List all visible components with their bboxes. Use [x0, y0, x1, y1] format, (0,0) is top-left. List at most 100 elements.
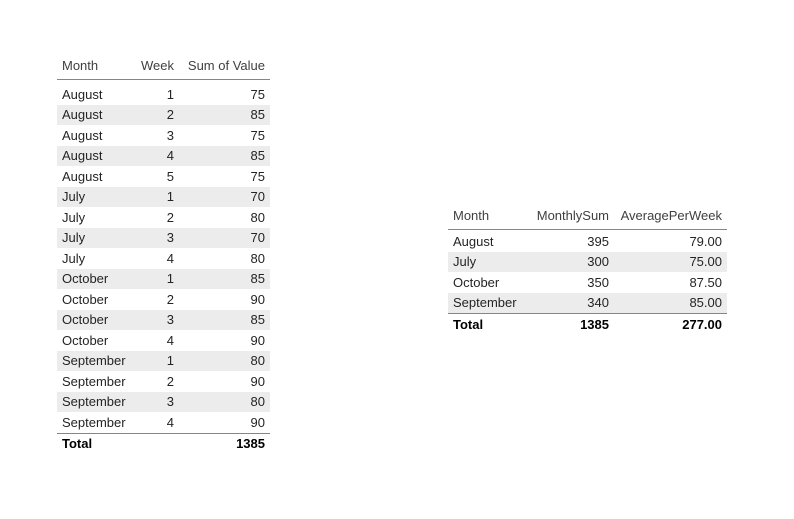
cell-month: September	[448, 292, 528, 314]
table-row[interactable]: July 300 75.00	[448, 251, 727, 272]
cell-monthly-sum: 300	[528, 251, 614, 272]
cell-month: July	[57, 227, 135, 248]
cell-value: 85	[179, 104, 270, 125]
cell-week: 4	[166, 414, 174, 430]
total-average-per-week: 277.00	[614, 313, 727, 334]
cell-month: October	[453, 274, 500, 290]
cell-week: 1	[166, 86, 174, 102]
table-row[interactable]: July 4 80	[57, 248, 270, 269]
cell-week: 3	[135, 227, 179, 248]
total-week	[135, 432, 179, 454]
cell-value: 80	[179, 350, 270, 371]
table-row[interactable]: October 2 90	[57, 289, 270, 310]
table-row[interactable]: August 3 75	[57, 125, 270, 146]
table-row[interactable]: August 2 85	[57, 104, 270, 125]
table-row[interactable]: August 5 75	[57, 166, 270, 187]
table-row[interactable]: October 4 90	[57, 330, 270, 351]
table-row[interactable]: August 1 75	[57, 84, 270, 105]
cell-week: 5	[166, 168, 174, 184]
table-header-row: Month Week Sum of Value	[57, 52, 270, 80]
table-row[interactable]: September 1 80	[57, 350, 270, 371]
table-total-row: Total 1385 277.00	[448, 313, 727, 334]
cell-average-per-week: 85.00	[614, 292, 727, 314]
cell-month: October	[62, 291, 109, 307]
cell-week: 2	[166, 373, 174, 389]
column-header-week[interactable]: Week	[135, 52, 179, 80]
table-row[interactable]: October 1 85	[57, 268, 270, 289]
cell-week: 4	[166, 332, 174, 348]
table-row[interactable]: July 1 70	[57, 186, 270, 207]
table-row[interactable]: September 4 90	[57, 412, 270, 433]
cell-week: 2	[166, 209, 174, 225]
cell-average-per-week: 75.00	[614, 251, 727, 272]
cell-week: 1	[135, 350, 179, 371]
cell-value: 85	[179, 145, 270, 166]
total-label: Total	[448, 313, 528, 334]
cell-value: 80	[250, 250, 265, 266]
cell-week: 3	[166, 127, 174, 143]
cell-week: 4	[166, 250, 174, 266]
total-value: 1385	[179, 432, 270, 454]
cell-month: September	[57, 391, 135, 412]
table-row[interactable]: August 395 79.00	[448, 231, 727, 252]
cell-monthly-sum: 350	[587, 274, 609, 290]
table-row[interactable]: October 3 85	[57, 309, 270, 330]
column-header-month[interactable]: Month	[448, 202, 528, 230]
table-row[interactable]: July 2 80	[57, 207, 270, 228]
table-row[interactable]: October 350 87.50	[448, 272, 727, 293]
cell-monthly-sum: 395	[587, 233, 609, 249]
table-row[interactable]: July 3 70	[57, 227, 270, 248]
column-header-monthly-sum[interactable]: MonthlySum	[528, 202, 614, 230]
table-row[interactable]: September 2 90	[57, 371, 270, 392]
cell-month: July	[448, 251, 528, 272]
cell-month: August	[57, 104, 135, 125]
table-total-row: Total 1385	[57, 432, 270, 454]
cell-week: 3	[135, 309, 179, 330]
cell-value: 90	[250, 414, 265, 430]
cell-week: 1	[135, 268, 179, 289]
cell-month: October	[62, 332, 109, 348]
cell-month: August	[62, 168, 103, 184]
table-row[interactable]: August 4 85	[57, 145, 270, 166]
cell-average-per-week: 79.00	[689, 233, 722, 249]
table-row[interactable]: September 3 80	[57, 391, 270, 412]
cell-average-per-week: 87.50	[689, 274, 722, 290]
table-header-row: Month MonthlySum AveragePerWeek	[448, 202, 727, 230]
cell-week: 2	[135, 104, 179, 125]
cell-value: 75	[250, 86, 265, 102]
cell-month: August	[62, 127, 103, 143]
cell-week: 3	[135, 391, 179, 412]
cell-week: 2	[166, 291, 174, 307]
cell-month: October	[57, 268, 135, 289]
cell-value: 80	[250, 209, 265, 225]
cell-value: 80	[179, 391, 270, 412]
cell-value: 90	[250, 373, 265, 389]
cell-month: August	[62, 86, 103, 102]
cell-value: 85	[179, 309, 270, 330]
cell-month: July	[62, 209, 86, 225]
cell-value: 70	[179, 227, 270, 248]
column-header-month[interactable]: Month	[57, 52, 135, 80]
monthly-summary-table: Month MonthlySum AveragePerWeek August 39…	[448, 202, 727, 334]
cell-month: October	[57, 309, 135, 330]
cell-month: September	[62, 414, 126, 430]
cell-value: 75	[250, 168, 265, 184]
cell-week: 1	[135, 186, 179, 207]
cell-month: August	[453, 233, 494, 249]
cell-month: July	[62, 250, 86, 266]
cell-month: September	[62, 373, 126, 389]
cell-week: 4	[135, 145, 179, 166]
column-header-average-per-week[interactable]: AveragePerWeek	[614, 202, 727, 230]
cell-value: 90	[250, 291, 265, 307]
cell-monthly-sum: 340	[528, 292, 614, 314]
column-header-sum-of-value[interactable]: Sum of Value	[179, 52, 270, 80]
cell-value: 75	[250, 127, 265, 143]
cell-month: July	[57, 186, 135, 207]
total-monthly-sum: 1385	[528, 313, 614, 334]
weekly-value-table: Month Week Sum of Value August 1 75 August…	[57, 52, 270, 454]
cell-month: August	[57, 145, 135, 166]
table-row[interactable]: September 340 85.00	[448, 292, 727, 314]
cell-month: September	[57, 350, 135, 371]
cell-value: 90	[250, 332, 265, 348]
total-label: Total	[57, 432, 135, 454]
